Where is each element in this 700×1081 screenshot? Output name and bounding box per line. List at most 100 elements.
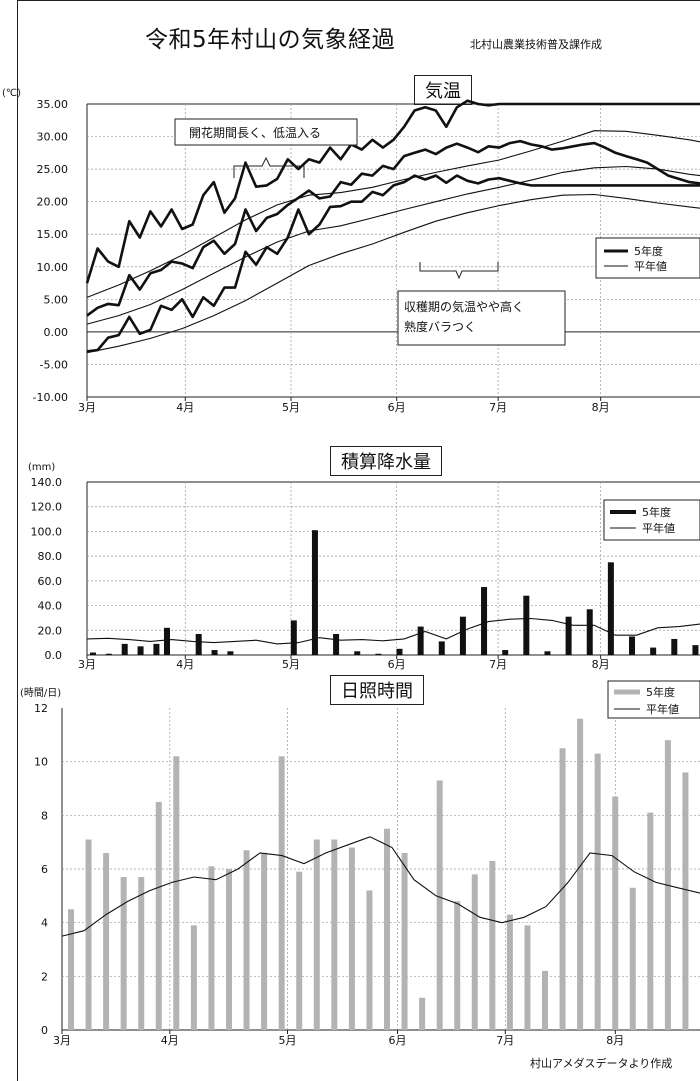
page-frame [17, 0, 700, 1081]
y-tick-label: 35.00 [37, 98, 69, 111]
bar [489, 860, 496, 1030]
bar [105, 653, 112, 655]
bar [137, 646, 144, 655]
x-tick-label: 6月 [388, 658, 406, 671]
bar [523, 595, 530, 655]
x-tick-label: 5月 [279, 1034, 297, 1047]
legend-label: 平年値 [634, 259, 667, 273]
bar [333, 633, 340, 655]
temperature-unit: (℃) [2, 88, 22, 99]
annotation-text: 熟度バラつく [404, 319, 476, 334]
bar [454, 901, 461, 1030]
annotation-text: 収穫期の気温やや高く [404, 299, 524, 314]
bar [90, 652, 96, 655]
series-line [86, 130, 700, 298]
y-tick-label: 100.0 [31, 525, 63, 538]
bar [438, 641, 445, 655]
bar [506, 914, 513, 1030]
y-tick-label: 15.00 [37, 228, 69, 241]
bar [375, 653, 382, 655]
bar [208, 866, 215, 1030]
y-tick-label: 80.0 [38, 550, 63, 563]
bar [227, 651, 234, 655]
bar [607, 562, 614, 655]
series-line [86, 165, 700, 325]
y-tick-label: 0.00 [44, 326, 69, 339]
bar [331, 839, 338, 1030]
chart-1 [86, 481, 700, 659]
legend-label: 平年値 [642, 521, 675, 535]
bar [682, 772, 689, 1030]
y-tick-label: 120.0 [31, 501, 63, 514]
y-tick-label: -10.00 [33, 391, 68, 404]
bar [190, 925, 197, 1030]
x-tick-label: 3月 [53, 1034, 71, 1047]
y-tick-label: 25.00 [37, 163, 69, 176]
data-source-note: 村山アメダスデータより作成 [530, 1057, 673, 1070]
bar [153, 643, 160, 655]
x-tick-label: 7月 [489, 658, 507, 671]
annotation-bracket [419, 262, 499, 280]
bar [163, 627, 170, 655]
bar [502, 650, 509, 655]
bar [384, 828, 390, 1030]
bar [138, 877, 145, 1030]
bar [544, 651, 551, 655]
x-tick-label: 8月 [592, 401, 610, 414]
precipitation-unit: (mm) [28, 462, 56, 473]
annotation-bracket [233, 156, 305, 178]
bar [629, 887, 636, 1030]
y-tick-label: 0.0 [45, 649, 63, 662]
bar [290, 620, 297, 655]
bar [396, 648, 403, 655]
bar [354, 651, 361, 655]
bar [243, 850, 250, 1030]
legend-label: 5年度 [646, 685, 675, 699]
x-tick-label: 6月 [389, 1034, 407, 1047]
bar [417, 626, 424, 655]
y-tick-label: 10 [34, 756, 48, 769]
bar [211, 650, 218, 655]
bar [313, 839, 320, 1030]
precipitation-chart-title: 積算降水量 [330, 446, 442, 476]
legend-label: 5年度 [634, 244, 663, 258]
series-line [85, 99, 700, 284]
bar [577, 718, 584, 1030]
author-credit: 北村山農業技術普及課作成 [470, 38, 602, 51]
sunshine-unit: (時間/日) [20, 688, 62, 699]
normal-line [61, 836, 700, 937]
y-tick-label: 40.0 [38, 600, 63, 613]
y-tick-label: 0 [41, 1024, 48, 1037]
bar [366, 890, 373, 1030]
chart-0 [85, 99, 700, 401]
y-tick-label: 140.0 [31, 476, 63, 489]
bar [261, 852, 268, 1030]
bar [692, 645, 699, 655]
bar [296, 871, 303, 1030]
x-tick-label: 7月 [496, 1034, 514, 1047]
bar [195, 633, 202, 655]
x-tick-label: 8月 [606, 1034, 624, 1047]
bar [278, 756, 285, 1030]
bar [226, 869, 232, 1030]
y-tick-label: 10.00 [37, 261, 69, 274]
series-line [86, 174, 700, 353]
page-title: 令和5年村山の気象経過 [145, 27, 396, 53]
y-tick-label: 20.00 [37, 196, 69, 209]
bar [173, 756, 180, 1030]
bar [68, 909, 74, 1030]
bar [629, 636, 636, 655]
bar [650, 647, 657, 655]
bar [155, 801, 162, 1030]
bar [594, 753, 601, 1030]
y-tick-label: 30.00 [37, 131, 69, 144]
bar [103, 852, 110, 1030]
series-line [86, 193, 700, 354]
y-tick-label: 4 [41, 917, 48, 930]
x-tick-label: 3月 [78, 401, 96, 414]
bar [542, 970, 548, 1030]
x-tick-label: 4月 [176, 658, 194, 671]
bar [471, 874, 478, 1030]
legend-box [595, 237, 700, 279]
